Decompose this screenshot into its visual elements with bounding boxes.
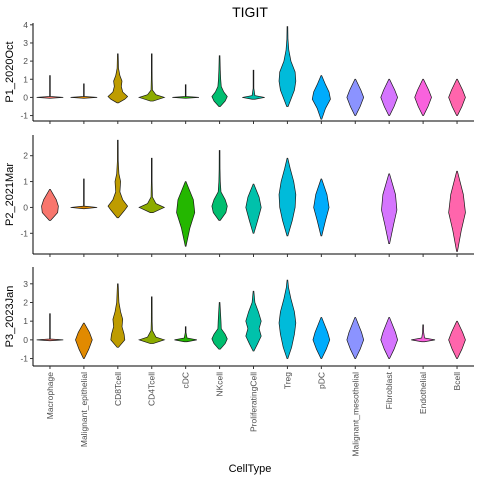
x-axis-label: CellType — [229, 463, 272, 475]
violin-Malignant_mesothelial — [346, 78, 365, 116]
violin-cDC — [174, 326, 197, 343]
violin-ProliferatingCell — [242, 69, 265, 100]
y-tick-label: 1 — [23, 316, 28, 326]
violin-Treg — [278, 157, 297, 237]
violin-Fibroblast — [380, 78, 398, 116]
violin-CD4Tcell — [138, 296, 166, 344]
violin-Fibroblast — [381, 173, 398, 244]
y-tick-label: -1 — [20, 354, 28, 364]
y-tick-label: 0 — [23, 92, 28, 102]
x-tick-label-Bcell: Bcell — [452, 372, 462, 391]
violin-Macrophage — [36, 313, 64, 342]
violin-pDC — [311, 75, 331, 120]
violin-Fibroblast — [380, 317, 398, 359]
y-tick-label: -1 — [20, 228, 28, 238]
y-axis-label-3: P3_2023Jan — [4, 286, 16, 348]
x-tick-label-Malignant_epithelial: Malignant_epithelial — [79, 372, 89, 447]
panels: -1 0 1 2 3 4 P1_2020Oct -1 0 1 2 P2_2021Mar -1 0 1 2 3 P3… — [4, 20, 474, 369]
violin-Macrophage — [36, 75, 64, 99]
x-tick-label-CD8Tcell: CD8Tcell — [113, 372, 123, 406]
y-tick-label: 0 — [23, 335, 28, 345]
violin-Macrophage — [41, 188, 59, 221]
x-tick-label-CD4Tcell: CD4Tcell — [147, 372, 157, 406]
y-axis-label-1: P1_2020Oct — [4, 41, 16, 102]
x-tick-label-pDC: pDC — [316, 372, 326, 389]
violin-NKcell — [211, 55, 228, 107]
violin-Bcell — [448, 320, 466, 359]
violin-cDC — [176, 181, 196, 247]
violin-pDC — [313, 178, 330, 237]
x-tick-label-Macrophage: Macrophage — [45, 372, 55, 420]
violin-CD8Tcell — [107, 53, 129, 104]
violin-Endothelial — [414, 78, 432, 116]
x-tick-label-Malignant_mesothelial: Malignant_mesothelial — [350, 372, 360, 457]
y-tick-label: -1 — [20, 111, 28, 121]
x-tick-label-Endothelial: Endothelial — [418, 372, 428, 414]
violin-CD8Tcell — [107, 139, 129, 219]
y-axis-label-2: P2_2021Mar — [4, 163, 16, 226]
panel-2: -1 0 1 2 P2_2021Mar — [4, 135, 474, 257]
violin-ProliferatingCell — [245, 290, 262, 352]
x-tick-label-cDC: cDC — [181, 372, 191, 389]
violin-Malignant_epithelial — [75, 322, 93, 359]
chart-title: TIGIT — [232, 4, 268, 20]
y-tick-label: 1 — [23, 74, 28, 84]
violin-Malignant_mesothelial — [346, 317, 365, 359]
violin-CD8Tcell — [110, 283, 126, 348]
y-tick-label: 1 — [23, 177, 28, 187]
violin-Bcell — [448, 78, 466, 116]
y-tick-label: 4 — [23, 20, 28, 30]
violin-Treg — [278, 26, 297, 107]
violin-NKcell — [211, 150, 228, 221]
y-tick-label: 0 — [23, 202, 28, 212]
x-tick-labels: Macrophage Malignant_epithelial CD8Tcell CD… — [45, 371, 462, 456]
x-tick-label-ProliferatingCell: ProliferatingCell — [249, 372, 259, 432]
panel-3: -1 0 1 2 3 P3_2023Jan — [4, 267, 474, 369]
violin-Treg — [278, 279, 297, 359]
violin-NKcell — [211, 302, 228, 350]
violin-Malignant_epithelial — [70, 178, 98, 210]
violin-cDC — [172, 84, 199, 99]
x-tick-label-Fibroblast: Fibroblast — [384, 371, 394, 409]
violin-Bcell — [448, 170, 466, 252]
panel-1: -1 0 1 2 3 4 P1_2020Oct — [4, 20, 474, 124]
violin-CD4Tcell — [138, 157, 166, 213]
violin-Malignant_epithelial — [70, 83, 98, 99]
y-tick-label: 2 — [23, 297, 28, 307]
y-tick-label: 2 — [23, 56, 28, 66]
y-tick-label: 3 — [23, 279, 28, 289]
violin-Endothelial — [411, 324, 436, 343]
y-tick-label: 2 — [23, 151, 28, 161]
violin-pDC — [312, 317, 331, 359]
violin-CD4Tcell — [137, 53, 166, 102]
x-tick-label-Treg: Treg — [282, 372, 292, 389]
violin-ProliferatingCell — [245, 183, 262, 234]
x-tick-label-NKcell: NKcell — [215, 372, 225, 397]
y-tick-label: 3 — [23, 38, 28, 48]
